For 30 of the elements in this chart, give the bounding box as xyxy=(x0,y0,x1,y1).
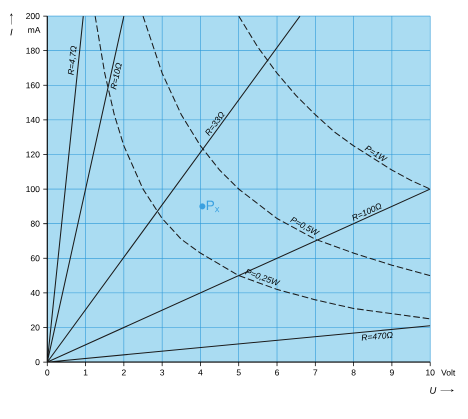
x-tick-label: 10 xyxy=(426,370,435,376)
y-tick-label: 200 xyxy=(26,13,40,20)
x-tick-label: 1 xyxy=(84,370,88,376)
x-tick-label: 7 xyxy=(313,370,318,376)
x-tick-label: 0 xyxy=(45,370,50,376)
y-tick-label: 60 xyxy=(30,255,40,262)
text: mA xyxy=(28,27,40,33)
y-tick-label: 100 xyxy=(26,186,40,192)
x-tick-label: 3 xyxy=(160,370,164,376)
annotation: P$_{x}$ xyxy=(206,200,220,212)
y-tick-label: 0 xyxy=(35,359,40,366)
x-tick-label: 4 xyxy=(198,370,203,376)
x-tick-label: 5 xyxy=(236,370,241,376)
text: R=470Ω xyxy=(362,332,393,341)
y-tick-label: 140 xyxy=(26,116,40,123)
text: Volt xyxy=(441,369,456,376)
y-tick-label: 120 xyxy=(26,152,40,158)
x-tick-label: 6 xyxy=(275,370,280,376)
x-tick-label: 2 xyxy=(122,370,126,376)
text: R=4,7Ω xyxy=(68,46,77,76)
text: R=10Ω xyxy=(110,63,122,90)
x-axis-title: U xyxy=(430,387,436,394)
x-tick-label: 8 xyxy=(352,370,356,376)
y-tick-label: 40 xyxy=(30,290,40,296)
x-tick-label: 9 xyxy=(390,370,394,376)
y-axis-title: I xyxy=(10,28,13,36)
y-tick-label: 160 xyxy=(26,82,40,88)
y-tick-label: 180 xyxy=(26,48,40,54)
y-tick-label: 80 xyxy=(30,220,40,227)
y-tick-label: 20 xyxy=(30,324,40,331)
